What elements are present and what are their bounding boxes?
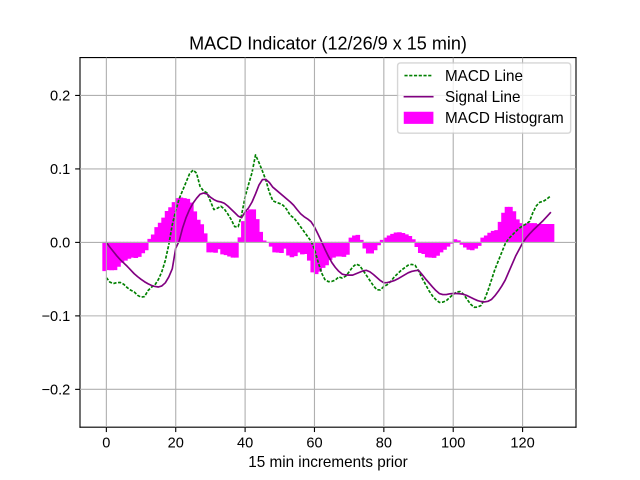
svg-text:20: 20 bbox=[168, 435, 184, 451]
svg-text:100: 100 bbox=[441, 435, 465, 451]
svg-text:15 min increments prior: 15 min increments prior bbox=[248, 454, 408, 471]
svg-text:0.0: 0.0 bbox=[50, 236, 70, 252]
svg-text:80: 80 bbox=[376, 435, 392, 451]
svg-text:0.2: 0.2 bbox=[50, 89, 70, 105]
svg-text:−0.2: −0.2 bbox=[41, 383, 70, 399]
svg-text:60: 60 bbox=[306, 435, 322, 451]
svg-text:Signal Line: Signal Line bbox=[445, 89, 521, 106]
svg-text:40: 40 bbox=[237, 435, 253, 451]
svg-text:−0.1: −0.1 bbox=[41, 309, 70, 325]
svg-text:MACD Histogram: MACD Histogram bbox=[445, 110, 564, 127]
svg-text:120: 120 bbox=[510, 435, 534, 451]
svg-text:0.1: 0.1 bbox=[50, 162, 70, 178]
svg-text:MACD Line: MACD Line bbox=[445, 68, 523, 85]
svg-text:0: 0 bbox=[102, 435, 110, 451]
svg-text:MACD Indicator (12/26/9 x 15 m: MACD Indicator (12/26/9 x 15 min) bbox=[189, 33, 467, 53]
